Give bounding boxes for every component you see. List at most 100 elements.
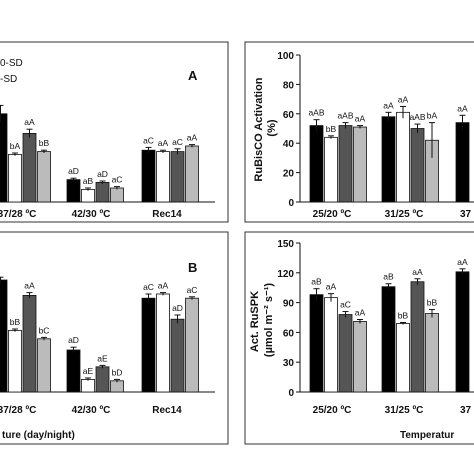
bottom-left-significance-label: bC bbox=[39, 325, 50, 335]
bottom-left-significance-label: aE bbox=[83, 366, 94, 376]
top-left-bar bbox=[110, 187, 124, 203]
bottom-right-y-axis-label: Act. RuSPK (µmol m⁻² s⁻¹) bbox=[249, 283, 275, 358]
top-left-category-label-2: 42/30 ºC bbox=[72, 209, 111, 220]
bottom-right-bar bbox=[455, 271, 470, 393]
top-left-category-label-3: Rec14 bbox=[152, 209, 182, 220]
top-right-panel-frame bbox=[244, 41, 474, 223]
bottom-right-bar bbox=[410, 281, 425, 393]
top-right-y-tick-label: 40 bbox=[283, 139, 295, 150]
top-left-bar bbox=[66, 179, 81, 203]
top-left-category-label-1: 37/28 ºC bbox=[0, 209, 36, 220]
right-x-axis-label: Temperatur bbox=[400, 430, 454, 441]
top-right-y-tick-label: 100 bbox=[277, 51, 294, 62]
top-right-category-label-1: 25/20 ºC bbox=[313, 209, 352, 220]
bottom-right-significance-label: aC bbox=[340, 300, 351, 310]
bottom-left-significance-label: aE bbox=[97, 353, 108, 363]
top-left-significance-label: aA bbox=[24, 117, 35, 127]
top-right-significance-label: aAB bbox=[308, 108, 324, 118]
top-right-bar bbox=[353, 126, 367, 203]
bottom-left-bar bbox=[185, 297, 199, 393]
bottom-right-bar bbox=[396, 323, 410, 393]
bottom-left-bar bbox=[22, 294, 37, 393]
bottom-right-bar bbox=[338, 314, 353, 393]
bottom-left-significance-label: aD bbox=[68, 335, 79, 345]
top-right-y-tick-label: 20 bbox=[283, 169, 295, 180]
bottom-left-significance-label: aD bbox=[172, 303, 183, 313]
bottom-right-bar bbox=[309, 294, 324, 393]
bottom-left-category-label-2: 42/30 ºC bbox=[72, 405, 111, 416]
top-left-significance-label: aA bbox=[187, 133, 198, 143]
bottom-left-category-label-1: 37/28 ºC bbox=[0, 405, 36, 416]
bottom-left-bar bbox=[156, 293, 170, 393]
top-right-y-tick-label: 60 bbox=[283, 110, 295, 121]
left-x-axis-label: ture (day/night) bbox=[2, 430, 75, 441]
bottom-right-significance-label: aA bbox=[326, 282, 337, 292]
bottom-right-chart: Act. RuSPK (µmol m⁻² s⁻¹) 0306090120150 … bbox=[249, 239, 474, 416]
bottom-right-significance-label: aB bbox=[311, 277, 322, 287]
legend-fragment-1: 0-SD bbox=[0, 58, 23, 69]
top-left-bar bbox=[185, 145, 199, 203]
top-right-y-axis-label: RuBisCO Activation (%) bbox=[253, 74, 278, 181]
bottom-right-significance-label: aB bbox=[383, 272, 394, 282]
bottom-left-significance-label: aC bbox=[187, 285, 198, 295]
bottom-right-y-tick-label: 30 bbox=[283, 358, 295, 369]
top-left-significance-label: aC bbox=[143, 135, 154, 145]
bottom-right-significance-label: aA bbox=[457, 257, 468, 267]
bottom-right-y-tick-label: 90 bbox=[283, 299, 295, 310]
bottom-right-significance-label: aA bbox=[412, 267, 423, 277]
top-right-bar bbox=[324, 136, 338, 203]
bottom-left-bar bbox=[81, 378, 95, 393]
top-left-bar bbox=[22, 132, 37, 203]
top-left-panel-frame bbox=[0, 41, 229, 223]
bottom-left-bar bbox=[141, 297, 156, 393]
bottom-right-significance-label: bB bbox=[398, 310, 409, 320]
top-right-significance-label: aA bbox=[355, 114, 366, 124]
top-left-bar bbox=[0, 113, 8, 203]
top-right-bar bbox=[309, 125, 324, 203]
top-left-bar bbox=[37, 151, 51, 203]
top-right-bar bbox=[381, 116, 396, 203]
top-left-bar bbox=[81, 188, 95, 203]
bottom-left-panel-letter: B bbox=[188, 260, 197, 275]
top-right-bar bbox=[455, 122, 470, 203]
bottom-left-bar bbox=[0, 279, 8, 393]
top-right-y-tick-label: 80 bbox=[283, 80, 295, 91]
top-right-bar bbox=[396, 111, 410, 203]
top-right-significance-label: aAB bbox=[337, 111, 353, 121]
top-left-bar bbox=[156, 151, 170, 203]
top-left-panel-letter: A bbox=[188, 68, 198, 83]
top-left-bar bbox=[95, 181, 110, 203]
bottom-right-y-tick-label: 120 bbox=[277, 269, 294, 280]
top-left-significance-label: bA bbox=[10, 141, 21, 151]
bottom-right-y-tick-label: 150 bbox=[277, 239, 294, 250]
top-right-y-axis-label-line-2: (%) bbox=[266, 119, 278, 136]
bottom-left-category-label-3: Rec14 bbox=[152, 405, 182, 416]
bottom-left-significance-label: aA bbox=[24, 281, 35, 291]
bottom-right-category-label-1: 25/20 ºC bbox=[313, 405, 352, 416]
bottom-left-bar bbox=[37, 338, 51, 393]
bottom-right-significance-label: bB bbox=[427, 298, 438, 308]
top-left-bar bbox=[141, 149, 156, 203]
top-right-y-axis-label-line-1: RuBisCO Activation bbox=[253, 77, 265, 181]
bottom-left-significance-label: aC bbox=[143, 282, 154, 292]
top-left-significance-label: aA bbox=[158, 138, 169, 148]
top-right-y-tick-label: 0 bbox=[288, 198, 294, 209]
bottom-right-panel-frame bbox=[244, 231, 474, 445]
bottom-right-bar bbox=[381, 286, 396, 393]
bottom-left-significance-label: bB bbox=[10, 317, 21, 327]
bottom-right-y-axis-label-line-2: (µmol m⁻² s⁻¹) bbox=[263, 283, 275, 358]
top-right-significance-label: aAB bbox=[409, 112, 425, 122]
bottom-left-significance-label: bD bbox=[112, 367, 123, 377]
top-left-significance-label: aB bbox=[83, 176, 94, 186]
top-left-significance-label: bB bbox=[39, 138, 50, 148]
bottom-right-category-label-3: 37 bbox=[460, 405, 472, 416]
bottom-left-bar bbox=[170, 318, 185, 393]
bottom-right-y-tick-label: 0 bbox=[288, 388, 294, 399]
top-right-significance-label: bA bbox=[427, 111, 438, 121]
bottom-right-y-tick-label: 60 bbox=[283, 328, 295, 339]
bottom-right-significance-label: aA bbox=[355, 307, 366, 317]
top-right-significance-label: aA bbox=[457, 103, 468, 113]
